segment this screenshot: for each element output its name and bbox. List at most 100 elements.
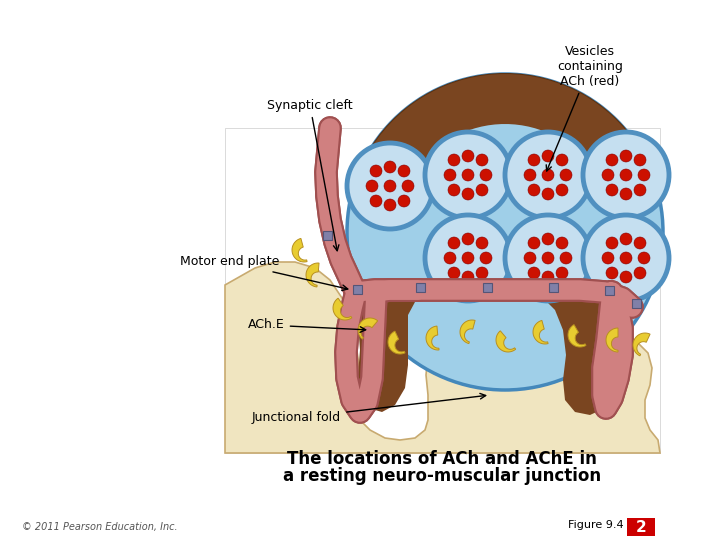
Text: The locations of ACh and AChE in: The locations of ACh and AChE in: [287, 450, 597, 468]
Circle shape: [462, 150, 474, 162]
Circle shape: [638, 169, 650, 181]
Circle shape: [634, 184, 646, 196]
Circle shape: [634, 154, 646, 166]
Bar: [323, 231, 332, 240]
Circle shape: [560, 252, 572, 264]
Circle shape: [524, 252, 536, 264]
Circle shape: [370, 195, 382, 207]
Bar: [605, 286, 614, 295]
Circle shape: [542, 271, 554, 283]
Polygon shape: [352, 74, 657, 204]
Text: Figure 9.4: Figure 9.4: [568, 520, 624, 530]
Circle shape: [384, 199, 396, 211]
Circle shape: [583, 132, 669, 218]
Polygon shape: [633, 333, 650, 356]
Circle shape: [542, 233, 554, 245]
Circle shape: [476, 154, 488, 166]
Bar: [225, 128, 660, 453]
Bar: [353, 285, 362, 294]
Circle shape: [370, 165, 382, 177]
Circle shape: [583, 215, 669, 301]
Circle shape: [528, 154, 540, 166]
Circle shape: [556, 184, 568, 196]
Circle shape: [638, 252, 650, 264]
Circle shape: [606, 267, 618, 279]
Circle shape: [347, 74, 663, 390]
Circle shape: [425, 132, 511, 218]
Polygon shape: [333, 298, 352, 320]
FancyBboxPatch shape: [627, 518, 655, 536]
Circle shape: [556, 267, 568, 279]
Circle shape: [556, 237, 568, 249]
Circle shape: [634, 237, 646, 249]
Circle shape: [366, 180, 378, 192]
Polygon shape: [225, 262, 660, 453]
Circle shape: [505, 132, 591, 218]
Circle shape: [448, 154, 460, 166]
Polygon shape: [306, 263, 319, 287]
Bar: [632, 299, 641, 308]
Circle shape: [556, 154, 568, 166]
Bar: [549, 283, 558, 292]
Circle shape: [620, 150, 632, 162]
Text: Synaptic cleft: Synaptic cleft: [267, 99, 353, 251]
Circle shape: [444, 252, 456, 264]
Polygon shape: [358, 318, 378, 339]
Polygon shape: [568, 325, 586, 347]
Circle shape: [620, 188, 632, 200]
Text: ACh.E: ACh.E: [248, 319, 366, 332]
Circle shape: [524, 169, 536, 181]
Circle shape: [398, 165, 410, 177]
Circle shape: [462, 233, 474, 245]
Circle shape: [462, 271, 474, 283]
Circle shape: [528, 237, 540, 249]
Circle shape: [606, 237, 618, 249]
Circle shape: [528, 267, 540, 279]
Circle shape: [462, 188, 474, 200]
Circle shape: [384, 161, 396, 173]
Circle shape: [528, 184, 540, 196]
Text: a resting neuro-muscular junction: a resting neuro-muscular junction: [283, 467, 601, 485]
Circle shape: [620, 252, 632, 264]
Polygon shape: [460, 320, 475, 343]
Polygon shape: [533, 320, 548, 344]
Polygon shape: [426, 326, 439, 350]
Polygon shape: [388, 331, 405, 354]
Text: © 2011 Pearson Education, Inc.: © 2011 Pearson Education, Inc.: [22, 522, 178, 532]
Circle shape: [480, 252, 492, 264]
Circle shape: [444, 169, 456, 181]
Circle shape: [384, 180, 396, 192]
Circle shape: [476, 237, 488, 249]
Polygon shape: [606, 328, 618, 352]
Circle shape: [542, 188, 554, 200]
Text: Junctional fold: Junctional fold: [252, 394, 486, 424]
Circle shape: [620, 271, 632, 283]
Circle shape: [425, 215, 511, 301]
Polygon shape: [292, 238, 307, 262]
Circle shape: [505, 215, 591, 301]
Circle shape: [560, 169, 572, 181]
Circle shape: [542, 252, 554, 264]
Circle shape: [634, 267, 646, 279]
Circle shape: [606, 154, 618, 166]
Circle shape: [620, 169, 632, 181]
Circle shape: [402, 180, 414, 192]
Text: Vesicles
containing
ACh (red): Vesicles containing ACh (red): [546, 45, 623, 171]
Bar: [483, 283, 492, 292]
Text: 2: 2: [636, 519, 647, 535]
Circle shape: [480, 169, 492, 181]
Text: Motor end plate: Motor end plate: [180, 255, 348, 291]
Circle shape: [542, 169, 554, 181]
Polygon shape: [496, 331, 516, 352]
Circle shape: [462, 252, 474, 264]
Circle shape: [398, 195, 410, 207]
Circle shape: [347, 143, 433, 229]
Circle shape: [602, 252, 614, 264]
Circle shape: [448, 237, 460, 249]
Circle shape: [448, 184, 460, 196]
Circle shape: [476, 267, 488, 279]
Polygon shape: [352, 290, 622, 415]
Polygon shape: [356, 74, 654, 195]
Circle shape: [542, 150, 554, 162]
Circle shape: [462, 169, 474, 181]
